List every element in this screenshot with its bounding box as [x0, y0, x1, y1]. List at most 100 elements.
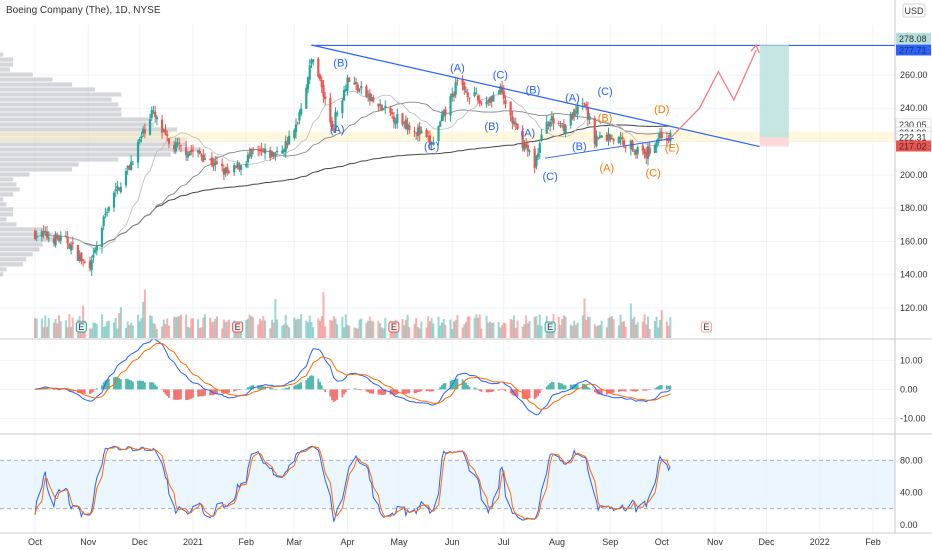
earnings-marker[interactable]: [700, 321, 712, 333]
candle-body[interactable]: [607, 133, 610, 141]
candle-body[interactable]: [430, 142, 433, 145]
candle-body[interactable]: [344, 89, 347, 92]
candle-body[interactable]: [112, 192, 116, 208]
candle-body[interactable]: [561, 123, 564, 124]
candle-body[interactable]: [293, 130, 296, 138]
candle-body[interactable]: [600, 135, 603, 138]
candle-body[interactable]: [210, 157, 213, 166]
candle-body[interactable]: [504, 100, 507, 105]
candle-body[interactable]: [78, 254, 81, 262]
candle-body[interactable]: [246, 154, 250, 163]
candle-body[interactable]: [284, 141, 287, 152]
candle-body[interactable]: [658, 133, 662, 139]
candle-body[interactable]: [415, 132, 418, 134]
candle-body[interactable]: [574, 111, 577, 113]
candle-body[interactable]: [119, 186, 122, 193]
candle-body[interactable]: [142, 128, 145, 134]
candle-body[interactable]: [236, 162, 239, 168]
candle-body[interactable]: [251, 148, 255, 151]
candle-body[interactable]: [538, 143, 541, 153]
macd-signal-line[interactable]: [34, 342, 671, 410]
candle-body[interactable]: [185, 147, 188, 156]
candle-body[interactable]: [308, 65, 311, 80]
candle-body[interactable]: [619, 137, 622, 139]
candle-body[interactable]: [239, 165, 243, 170]
candle-body[interactable]: [488, 97, 492, 103]
candle-body[interactable]: [631, 140, 634, 151]
candle-body[interactable]: [276, 150, 279, 153]
candle-body[interactable]: [360, 86, 363, 89]
candle-body[interactable]: [172, 145, 176, 150]
candle-body[interactable]: [416, 127, 420, 136]
candle-body[interactable]: [502, 90, 505, 99]
candle-body[interactable]: [221, 163, 224, 167]
candles[interactable]: [33, 56, 672, 277]
candle-body[interactable]: [203, 158, 207, 160]
candle-body[interactable]: [35, 235, 38, 238]
candle-body[interactable]: [384, 105, 387, 108]
candle-body[interactable]: [636, 147, 639, 154]
candle-body[interactable]: [634, 149, 638, 155]
price-badge-target[interactable]: 278.08: [896, 32, 931, 44]
candle-body[interactable]: [202, 154, 205, 162]
candle-body[interactable]: [294, 124, 298, 133]
candle-body[interactable]: [537, 153, 540, 157]
candle-body[interactable]: [396, 114, 399, 123]
candle-body[interactable]: [263, 148, 267, 154]
candle-body[interactable]: [234, 166, 238, 168]
candle-body[interactable]: [322, 84, 325, 97]
earnings-marker[interactable]: [388, 321, 400, 333]
candle-body[interactable]: [131, 163, 134, 165]
candle-body[interactable]: [442, 110, 445, 117]
candle-body[interactable]: [540, 134, 543, 141]
candle-body[interactable]: [454, 82, 457, 95]
candle-body[interactable]: [354, 81, 358, 85]
candle-body[interactable]: [167, 138, 171, 144]
candle-body[interactable]: [641, 145, 644, 151]
candle-body[interactable]: [128, 165, 131, 170]
candle-body[interactable]: [107, 206, 110, 211]
candle-body[interactable]: [545, 121, 548, 134]
candle-body[interactable]: [382, 109, 385, 111]
candle-body[interactable]: [511, 116, 514, 123]
candle-body[interactable]: [83, 261, 86, 263]
candle-body[interactable]: [298, 112, 301, 121]
earnings-marker[interactable]: [75, 321, 87, 333]
price-badge-line[interactable]: 277.71: [896, 44, 931, 56]
candle-body[interactable]: [557, 123, 560, 124]
candle-body[interactable]: [310, 59, 313, 64]
candle-body[interactable]: [404, 119, 407, 129]
candle-body[interactable]: [497, 93, 500, 95]
candle-body[interactable]: [370, 97, 373, 102]
candle-body[interactable]: [138, 139, 141, 142]
currency-badge[interactable]: USD: [902, 3, 926, 18]
candle-body[interactable]: [186, 154, 189, 158]
candle-body[interactable]: [281, 150, 284, 154]
candle-body[interactable]: [413, 130, 416, 132]
candle-body[interactable]: [214, 161, 217, 165]
candle-body[interactable]: [346, 77, 349, 91]
candle-body[interactable]: [487, 100, 490, 103]
candle-body[interactable]: [152, 110, 155, 112]
candle-body[interactable]: [437, 126, 440, 142]
candle-body[interactable]: [198, 150, 201, 154]
candle-body[interactable]: [274, 154, 277, 157]
candle-body[interactable]: [468, 97, 471, 99]
earnings-marker[interactable]: [232, 321, 244, 333]
candle-body[interactable]: [166, 134, 169, 137]
candle-body[interactable]: [571, 114, 574, 120]
candle-body[interactable]: [257, 149, 260, 151]
candle-body[interactable]: [140, 136, 143, 139]
candle-body[interactable]: [118, 187, 121, 191]
candle-body[interactable]: [148, 119, 152, 135]
candle-body[interactable]: [64, 235, 68, 237]
candle-body[interactable]: [476, 95, 480, 101]
candle-body[interactable]: [90, 260, 93, 271]
candle-body[interactable]: [224, 168, 227, 174]
candle-body[interactable]: [432, 142, 435, 145]
macd-pane[interactable]: [34, 338, 672, 416]
candle-body[interactable]: [126, 166, 129, 169]
candle-body[interactable]: [583, 105, 586, 107]
